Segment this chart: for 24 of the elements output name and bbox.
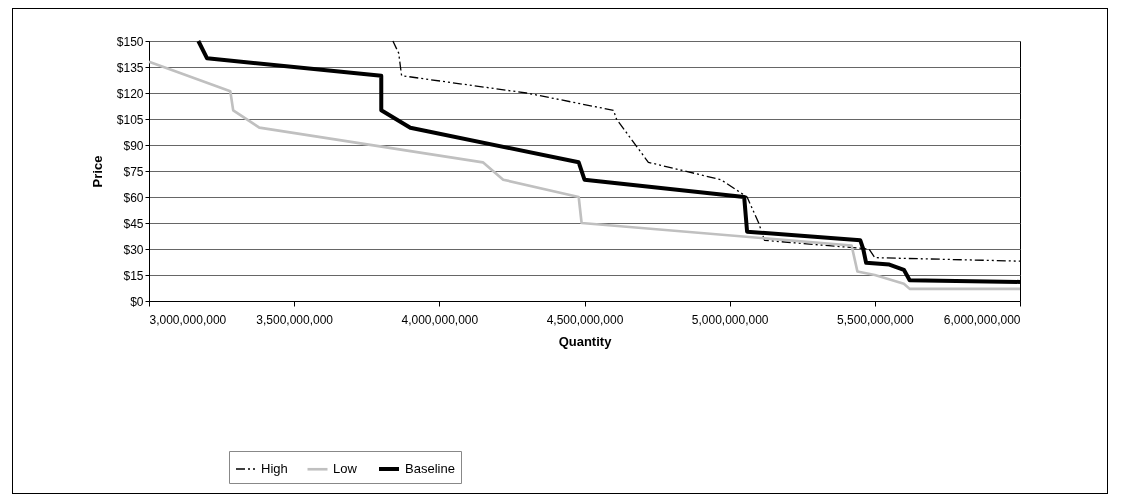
y-tick-label: $90 — [123, 138, 144, 153]
y-tick-label: $15 — [123, 268, 144, 283]
x-tick-label: 5,500,000,000 — [836, 312, 915, 327]
legend-label: Low — [333, 461, 358, 477]
y-tick-label: $30 — [123, 242, 144, 257]
y-tick-label: $120 — [116, 86, 144, 101]
legend-label: Baseline — [405, 461, 455, 476]
x-tick-label: 6,000,000,000 — [943, 312, 1021, 327]
x-axis-title: Quantity — [558, 333, 613, 349]
line-series — [147, 60, 1022, 291]
x-tick-label: 5,000,000,000 — [691, 312, 769, 327]
legend-label: High — [261, 461, 288, 476]
y-tick-label: $0 — [130, 294, 144, 309]
y-tick-label: $150 — [116, 34, 144, 49]
y-tick-label: $135 — [116, 60, 144, 75]
y-tick-label: $105 — [116, 112, 144, 127]
y-tick-label: $60 — [123, 190, 144, 205]
y-axis-title: Price — [89, 155, 105, 188]
x-tick-label: 4,000,000,000 — [401, 312, 479, 327]
x-tick-label: 4,500,000,000 — [546, 312, 624, 327]
y-tick-label: $75 — [123, 164, 144, 179]
x-tick-label: 3,000,000,000 — [149, 312, 227, 327]
x-tick-label: 3,500,000,000 — [256, 312, 334, 327]
y-tick-label: $45 — [123, 216, 144, 231]
